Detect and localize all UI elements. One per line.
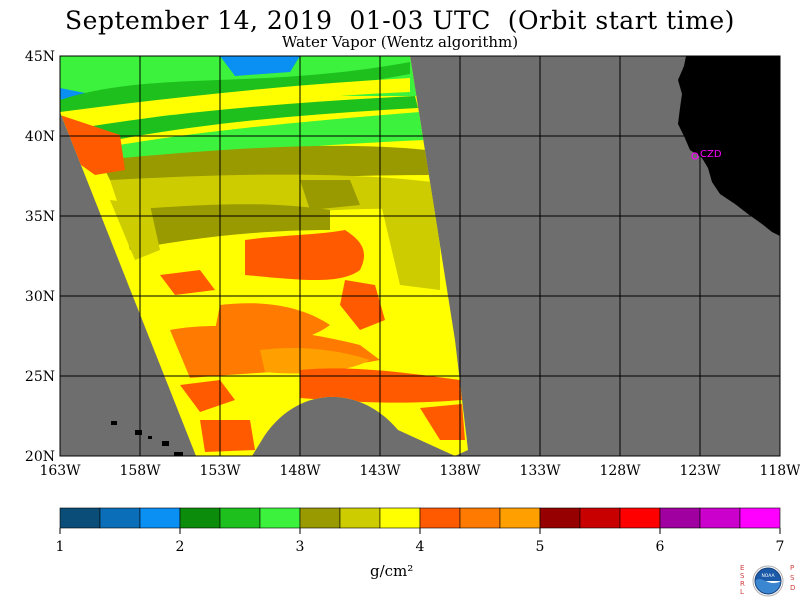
lon-label: 163W (39, 463, 81, 479)
svg-text:PSD: PSD (790, 564, 795, 592)
lat-label: 25N (25, 369, 55, 385)
lon-label: 148W (279, 463, 321, 479)
colorbar-swatch (459, 507, 501, 529)
colorbar-swatch (299, 507, 341, 529)
colorbar-swatch (179, 507, 221, 529)
lat-lon-grid (60, 56, 780, 456)
colorbar-swatch (699, 507, 741, 529)
colorbar-swatch (619, 507, 661, 529)
colorbar-swatch (579, 507, 621, 529)
lat-label: 35N (25, 209, 55, 225)
colorbar-swatch (539, 507, 581, 529)
lat-label: 20N (25, 449, 55, 465)
colorbar-swatch (379, 507, 421, 529)
colorbar-tick-label: 5 (536, 539, 545, 555)
colorbar-swatch (739, 507, 781, 529)
colorbar-unit-label: g/cm² (370, 562, 414, 580)
longitude-labels: 163W 158W 153W 148W 143W 138W 133W 128W 123W 118W (39, 463, 800, 479)
colorbar-tick-label: 1 (56, 539, 65, 555)
map-frame (59, 55, 781, 457)
colorbar-swatch (259, 507, 301, 529)
lon-label: 123W (679, 463, 721, 479)
colorbar-swatch (59, 507, 101, 529)
colorbar-tick-label: 7 (776, 539, 785, 555)
colorbar-swatch (99, 507, 141, 529)
lon-label: 143W (359, 463, 401, 479)
map-title: September 14, 2019 01-03 UTC (Orbit star… (65, 6, 735, 35)
station-label: CZD (700, 149, 722, 160)
lat-label: 40N (25, 129, 55, 145)
colorbar-ticks: 1 2 3 4 5 6 7 (56, 528, 785, 555)
svg-text:NOAA: NOAA (761, 573, 775, 579)
colorbar-swatch (659, 507, 701, 529)
california-coast (678, 56, 780, 236)
lon-label: 118W (759, 463, 800, 479)
lon-label: 133W (519, 463, 561, 479)
water-vapor-swath (60, 56, 468, 456)
map-subtitle: Water Vapor (Wentz algorithm) (281, 33, 519, 51)
lat-label: 45N (25, 49, 55, 65)
colorbar-tick-label: 6 (656, 539, 665, 555)
colorbar-swatch (419, 507, 461, 529)
colorbar (59, 507, 781, 529)
colorbar-tick-label: 3 (296, 539, 305, 555)
lon-label: 138W (439, 463, 481, 479)
lon-label: 153W (199, 463, 241, 479)
colorbar-swatch (219, 507, 261, 529)
colorbar-swatch (139, 507, 181, 529)
colorbar-tick-label: 4 (416, 539, 425, 555)
colorbar-swatch (339, 507, 381, 529)
latitude-labels: 45N 40N 35N 30N 25N 20N (25, 49, 55, 465)
hawaiian-islands (111, 421, 183, 456)
lat-label: 30N (25, 289, 55, 305)
station-marker-icon (691, 152, 699, 160)
colorbar-swatch (499, 507, 541, 529)
lon-label: 158W (119, 463, 161, 479)
colorbar-tick-label: 2 (176, 539, 185, 555)
lon-label: 128W (599, 463, 641, 479)
